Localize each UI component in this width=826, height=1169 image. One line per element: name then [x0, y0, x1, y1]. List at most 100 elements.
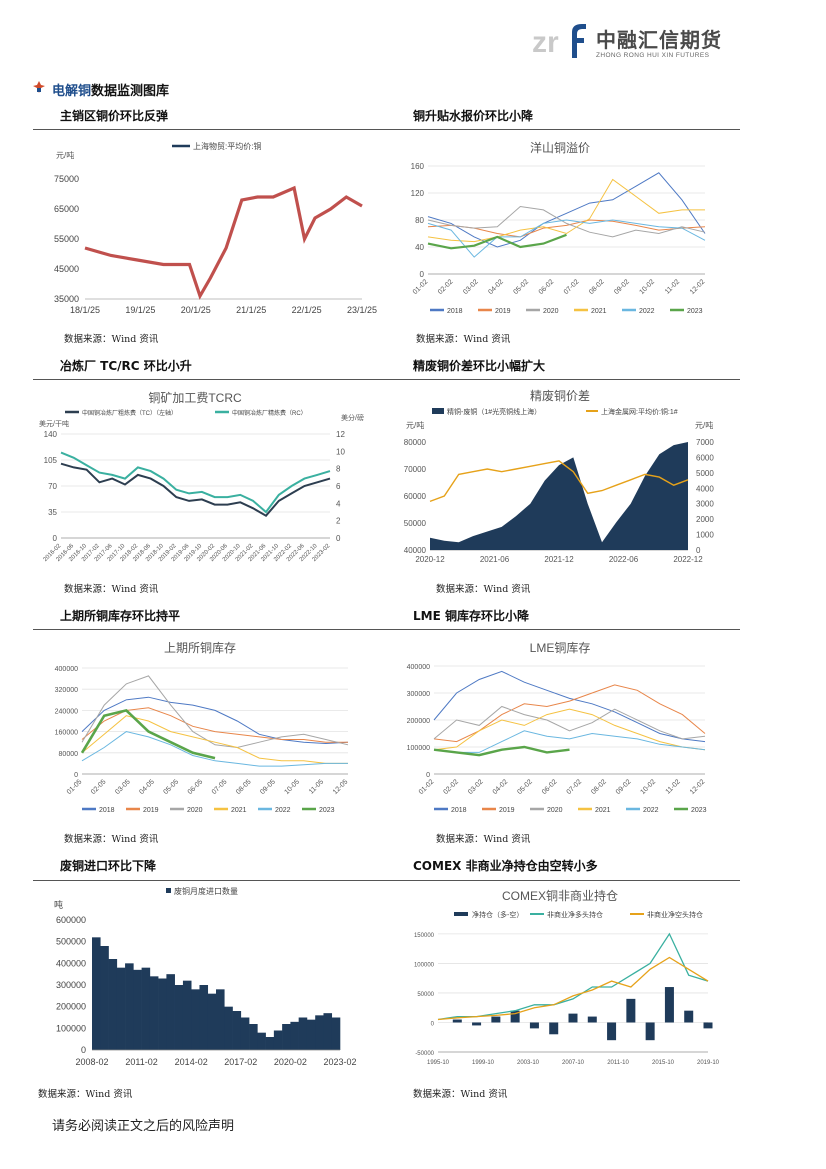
- x-tick-label: 05-02: [513, 278, 531, 296]
- x-tick-label: 07-05: [211, 778, 229, 796]
- source-note-5: 数据来源：Wind 资讯: [64, 834, 159, 845]
- y-axis-unit: 元/吨: [406, 420, 424, 430]
- net-position-bar: [626, 998, 636, 1023]
- legend-label: 2022: [275, 807, 291, 814]
- import-bar: [108, 959, 118, 1050]
- x-tick-label: 03-05: [114, 778, 132, 796]
- source-note-3: 数据来源：Wind 资讯: [64, 584, 159, 595]
- x-tick-label: 03-02: [462, 278, 480, 296]
- y-tick-label: 40: [415, 243, 424, 252]
- y2-tick-label: 12: [336, 430, 345, 439]
- y2-tick-label: 3000: [696, 500, 714, 509]
- legend-label: 净持仓（多-空）: [472, 910, 523, 919]
- import-bar: [100, 946, 109, 1050]
- x-tick-label: 06-02: [538, 278, 556, 296]
- y-tick-label: 600000: [56, 915, 86, 925]
- x-tick-label: 12-02: [689, 278, 707, 296]
- x-tick-label: 10-02: [640, 778, 658, 796]
- legend-label: 非商业净空头持仓: [647, 910, 703, 919]
- y2-axis-unit: 元/吨: [695, 420, 713, 430]
- series-line-2022: [427, 219, 706, 258]
- net-position-bar: [587, 1016, 597, 1023]
- series-line-2020: [427, 205, 706, 238]
- price-series-line: [84, 185, 363, 300]
- x-tick-label: 11-02: [664, 278, 681, 295]
- legend-label: 2018: [447, 308, 463, 315]
- x-tick-label: 02-05: [90, 778, 108, 796]
- import-bar: [323, 1013, 333, 1050]
- legend-label: 2023: [687, 308, 703, 315]
- import-bar: [182, 980, 192, 1050]
- import-bar: [166, 974, 175, 1050]
- y-tick-label: 300000: [407, 691, 430, 698]
- y2-tick-label: 6: [336, 482, 341, 491]
- x-tick-label: 2015-10: [652, 1060, 675, 1066]
- series-line-2021: [433, 708, 706, 751]
- x-tick-label: 08-02: [590, 778, 608, 796]
- y-tick-label: 70: [48, 482, 57, 491]
- y-tick-label: 35: [48, 508, 57, 517]
- x-tick-label: 2003-10: [517, 1060, 540, 1066]
- net-position-bar: [549, 1022, 559, 1035]
- series-line-2021: [81, 715, 348, 764]
- legend-label: 中国铜冶炼厂粗炼费（TC）（左轴）: [82, 409, 177, 417]
- y-tick-label: 160000: [55, 730, 78, 737]
- panel-heading-4: 精废铜价差环比小幅扩大: [413, 359, 546, 373]
- y-tick-label: 0: [53, 534, 58, 543]
- y2-tick-label: 5000: [696, 469, 714, 478]
- chart-title: 铜矿加工费TCRC: [148, 390, 242, 405]
- legend-label: 中国铜冶炼厂精炼费（RC）: [232, 409, 307, 417]
- x-tick-label: 2007-10: [562, 1060, 585, 1066]
- x-tick-label: 01-02: [412, 278, 430, 296]
- y-tick-label: 160: [411, 162, 425, 171]
- y-tick-label: 300000: [56, 980, 86, 990]
- y-tick-label: 0: [74, 772, 78, 779]
- net-position-bar: [491, 1016, 501, 1023]
- y-tick-label: 80000: [404, 438, 427, 447]
- x-tick-label: 2014-02: [175, 1057, 208, 1067]
- source-note-6: 数据来源：Wind 资讯: [436, 834, 531, 845]
- legend-swatch: [432, 408, 444, 414]
- legend-label: 2018: [451, 807, 467, 814]
- net-position-bar: [607, 1022, 617, 1041]
- y-tick-label: 105: [44, 456, 58, 465]
- chart-shfe-stock: 上期所铜库存 0 80000 160000 240000 320000 400000 01-0…: [55, 640, 350, 814]
- y-tick-label: 100000: [56, 1023, 86, 1033]
- y-tick-label: 200000: [56, 1002, 86, 1012]
- x-tick-label: 08-05: [235, 778, 253, 796]
- chart-lme-stock: LME铜库存 0 100000 200000 300000 400000 01-02 02-0…: [407, 640, 707, 814]
- import-bar: [282, 1024, 291, 1050]
- import-bar: [149, 976, 159, 1050]
- import-bar: [249, 1024, 258, 1050]
- import-bar: [298, 1017, 308, 1050]
- x-tick-label: 07-02: [566, 778, 584, 796]
- net-position-bar: [664, 987, 674, 1023]
- x-tick-label: 2011-10: [607, 1060, 629, 1066]
- y-tick-label: 140: [44, 430, 58, 439]
- y-tick-label: 45000: [54, 264, 79, 274]
- legend-label: 2020: [547, 807, 563, 814]
- import-bar: [133, 969, 142, 1050]
- x-tick-label: 03-02: [467, 778, 485, 796]
- import-bar: [290, 1021, 299, 1050]
- series-line-2018: [433, 670, 706, 743]
- x-tick-label: 11-05: [308, 778, 325, 795]
- y-tick-label: 100000: [407, 745, 430, 752]
- series-line-2023: [427, 233, 567, 250]
- svg-text:zr: zr: [532, 26, 559, 58]
- import-bar: [240, 1017, 250, 1050]
- y-tick-label: 75000: [54, 174, 79, 184]
- x-tick-label: 06-05: [187, 778, 205, 796]
- series-line-2019: [81, 707, 348, 743]
- legend-label: 精铜-废铜（1#光亮铜线上海）: [447, 407, 541, 416]
- source-note-7: 数据来源：Wind 资讯: [38, 1089, 133, 1100]
- legend-label: 2019: [499, 807, 515, 814]
- y-tick-label: 0: [420, 270, 425, 279]
- series-line-2020: [81, 675, 349, 749]
- x-tick-label: 18/1/25: [70, 305, 100, 315]
- section-bullet-icon: [33, 81, 45, 93]
- x-tick-label: 01-02: [418, 778, 436, 796]
- y-axis-unit: 美元/干吨: [39, 419, 69, 428]
- x-tick-label: 1999-10: [472, 1060, 495, 1066]
